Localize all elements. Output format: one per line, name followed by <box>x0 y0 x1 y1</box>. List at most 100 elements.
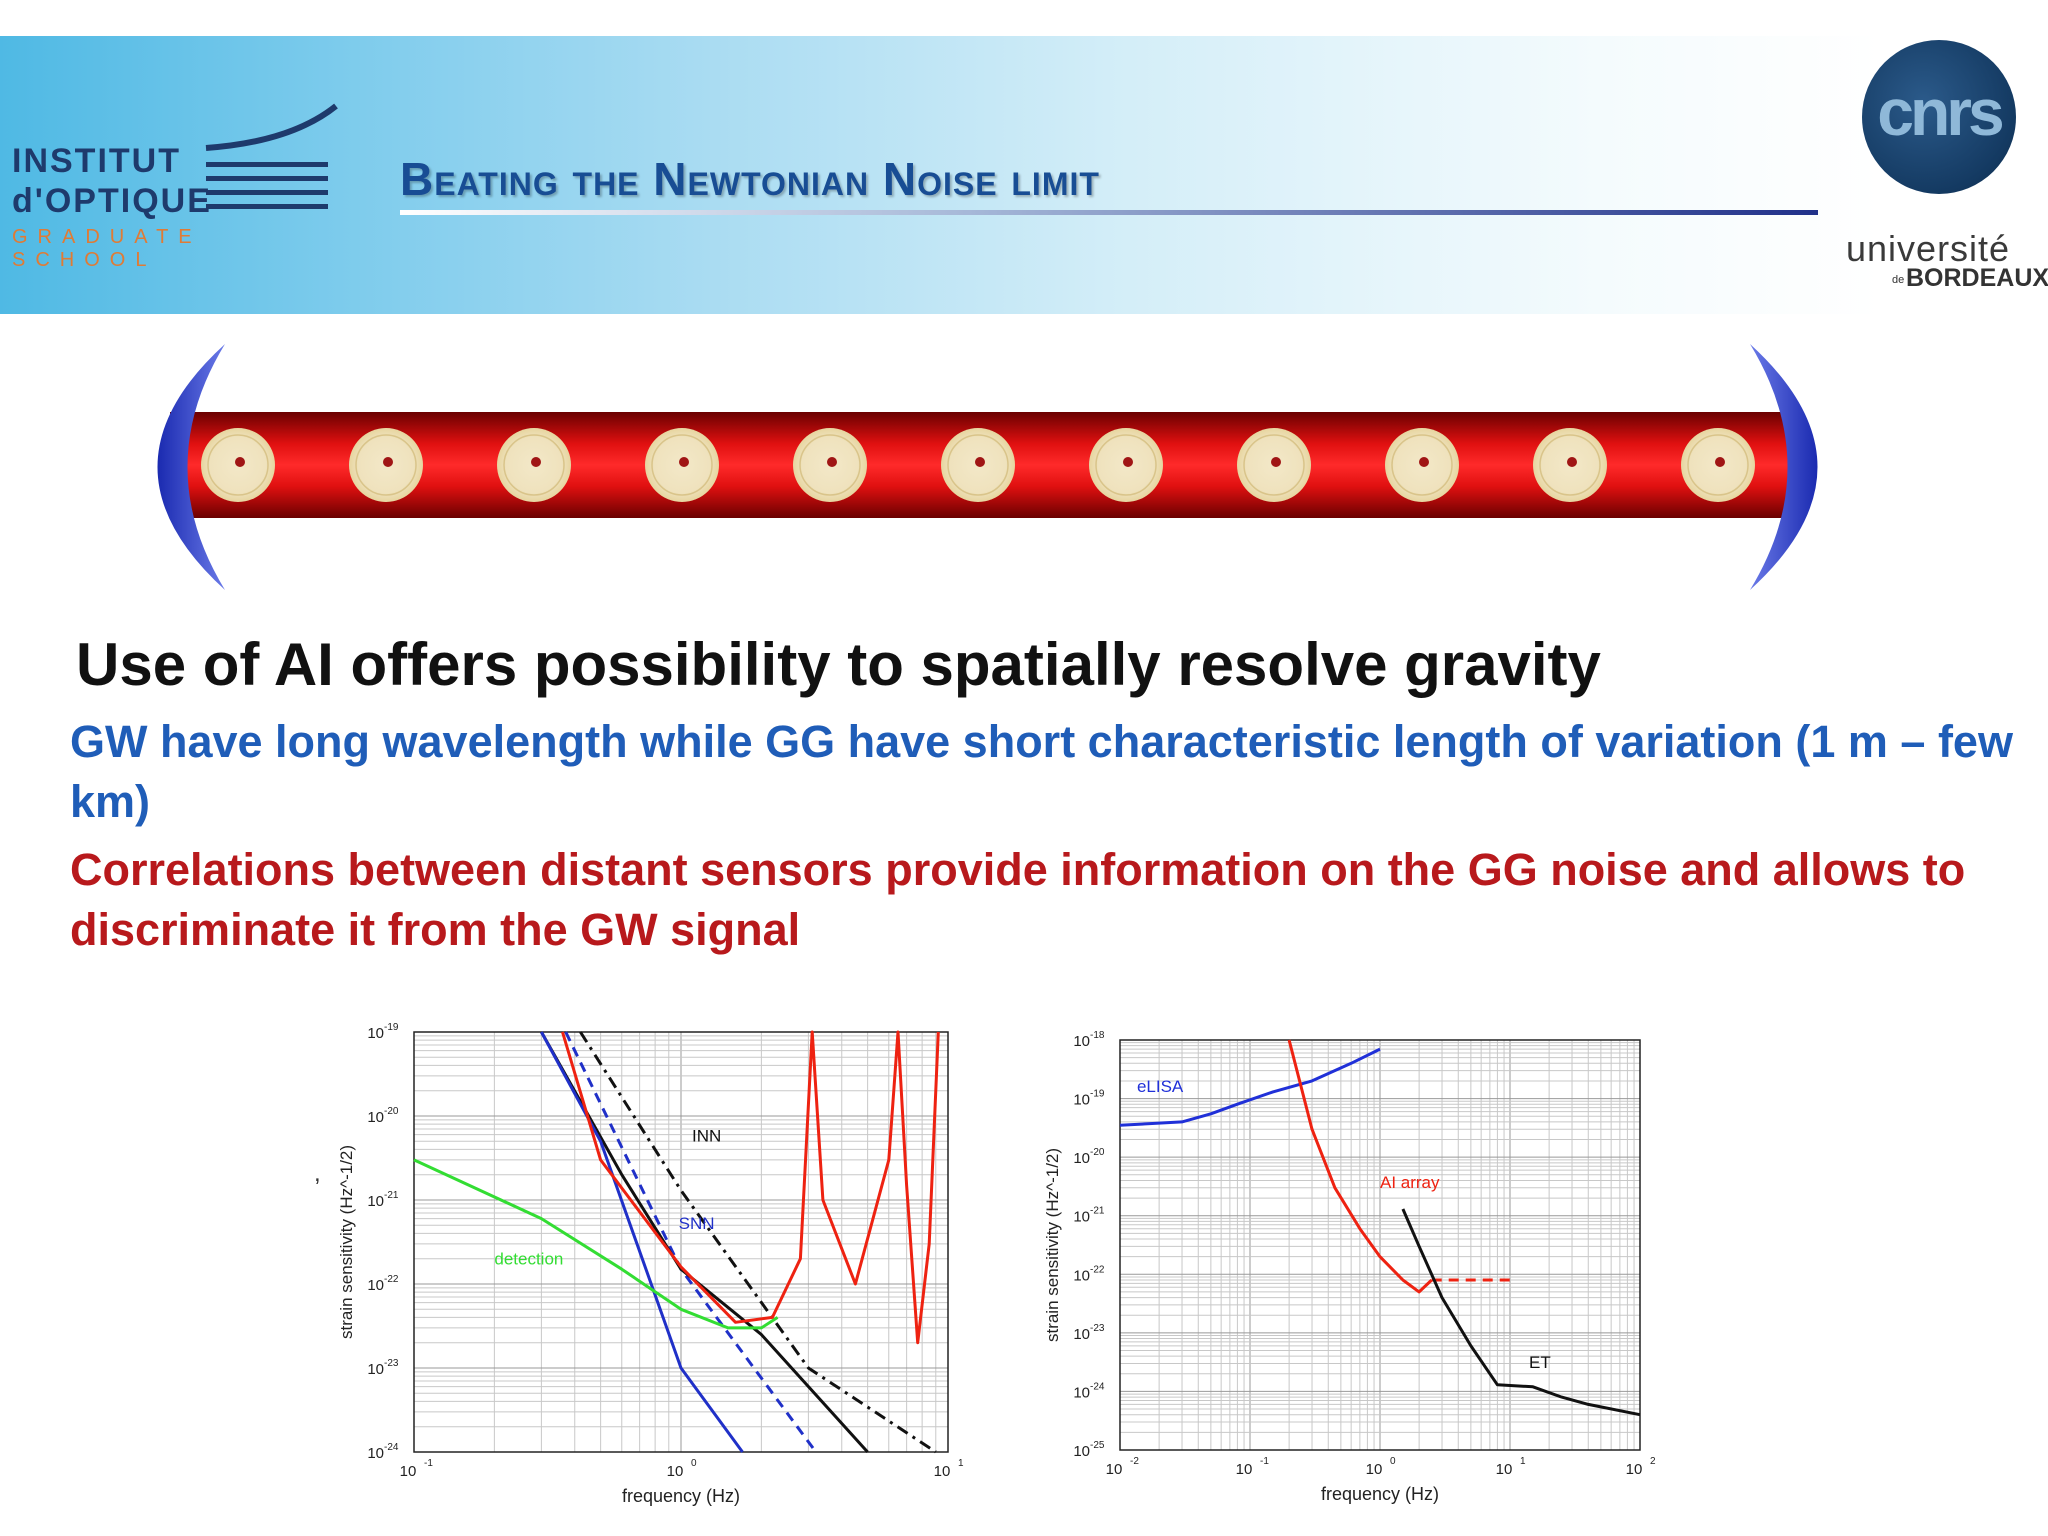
institut-logo-swoosh-icon <box>205 103 338 209</box>
y-tick-exponent: -20 <box>1090 1147 1105 1158</box>
bordeaux-text: BORDEAUX <box>1906 264 2048 292</box>
label-elisa: eLISA <box>1137 1077 1184 1096</box>
y-tick-exponent: -21 <box>384 1190 399 1201</box>
top-strip <box>0 0 2048 36</box>
x-axis-label: frequency (Hz) <box>622 1486 740 1506</box>
chart-newtonian-noise: 10 -1 10 0 10 1 10 -19 10 -20 10 -21 10 -22 10 -23 10 -24… <box>330 1020 1010 1520</box>
atom-cloud-ring <box>1391 434 1453 496</box>
title-underline <box>400 210 1818 215</box>
atom-cloud-ring <box>503 434 565 496</box>
y-tick-label: 10 <box>367 1361 384 1378</box>
institut-optique-logo: INSTITUT d'OPTIQUE GRADUATE SCHOOL <box>10 100 340 271</box>
atom-cloud-core <box>235 457 245 467</box>
x-tick-label: 10 <box>400 1463 417 1480</box>
stray-comma: , <box>314 1160 321 1187</box>
label-ai-array: AI array <box>1380 1173 1440 1192</box>
cnrs-logo-text: cnrs <box>1877 75 2004 149</box>
label-snn: SNN <box>679 1214 715 1233</box>
atom-cloud-ring <box>207 434 269 496</box>
right-mirror-icon <box>1750 344 1818 590</box>
atom-cloud-ring <box>1243 434 1305 496</box>
series-line <box>561 1030 940 1345</box>
atom-cloud-core <box>1271 457 1281 467</box>
x-tick-exponent: 1 <box>1520 1456 1526 1467</box>
bullet-correlations: Correlations between distant sensors pro… <box>70 844 1966 955</box>
y-tick-exponent: -21 <box>1090 1206 1105 1217</box>
y-axis-label: strain sensitivity (Hz^-1/2) <box>337 1145 356 1339</box>
x-tick-exponent: 0 <box>1390 1456 1396 1467</box>
y-tick-exponent: -20 <box>384 1106 399 1117</box>
y-tick-exponent: -19 <box>384 1022 399 1033</box>
atom-cloud-core <box>1715 457 1725 467</box>
header-banner <box>0 36 1880 314</box>
atom-cloud-ring <box>1095 434 1157 496</box>
y-axis-label: strain sensitivity (Hz^-1/2) <box>1043 1148 1062 1342</box>
x-tick-label: 10 <box>1626 1461 1643 1478</box>
x-tick-exponent: -2 <box>1130 1456 1139 1467</box>
atom-cloud-ring <box>355 434 417 496</box>
y-tick-label: 10 <box>367 1025 384 1042</box>
x-tick-exponent: 0 <box>691 1458 697 1469</box>
y-tick-label: 10 <box>1073 1033 1090 1050</box>
x-tick-label: 10 <box>1366 1461 1383 1478</box>
series-line <box>540 1031 744 1453</box>
plot-frame <box>1119 1039 1641 1451</box>
y-tick-exponent: -23 <box>384 1358 399 1369</box>
y-tick-label: 10 <box>1073 1150 1090 1167</box>
y-tick-exponent: -22 <box>1090 1264 1105 1275</box>
slide-title: Beating the Newtonian Noise limit <box>400 153 1100 205</box>
y-tick-label: 10 <box>367 1277 384 1294</box>
y-tick-label: 10 <box>1073 1092 1090 1109</box>
x-axis-label: frequency (Hz) <box>1321 1484 1439 1504</box>
y-tick-exponent: -25 <box>1090 1440 1105 1451</box>
atom-cloud-core <box>1419 457 1429 467</box>
y-tick-label: 10 <box>367 1193 384 1210</box>
y-tick-exponent: -23 <box>1090 1323 1105 1334</box>
x-tick-exponent: -1 <box>424 1458 433 1469</box>
atom-cloud-core <box>531 457 541 467</box>
x-tick-exponent: 1 <box>958 1458 964 1469</box>
bullet-gw-wavelength: GW have long wavelength while GG have sh… <box>70 716 2013 827</box>
logo-text-line3: GRADUATE SCHOOL <box>12 226 202 271</box>
atom-cloud-core <box>1567 457 1577 467</box>
atom-cloud-ring <box>799 434 861 496</box>
x-tick-label: 10 <box>1236 1461 1253 1478</box>
series-line-elisa <box>1119 1047 1381 1127</box>
atom-cloud-core <box>383 457 393 467</box>
y-tick-exponent: -19 <box>1090 1089 1105 1100</box>
atom-cloud-core <box>827 457 837 467</box>
left-mirror-icon <box>157 344 225 590</box>
x-tick-exponent: -1 <box>1260 1456 1269 1467</box>
x-tick-exponent: 2 <box>1650 1456 1656 1467</box>
atom-cloud-core <box>679 457 689 467</box>
y-tick-exponent: -24 <box>384 1442 399 1453</box>
logo-text-line1: INSTITUT <box>12 142 181 180</box>
y-tick-label: 10 <box>367 1445 384 1462</box>
y-tick-label: 10 <box>1073 1209 1090 1226</box>
atom-cloud-ring <box>1687 434 1749 496</box>
label-inn: INN <box>692 1126 721 1145</box>
x-tick-label: 10 <box>667 1463 684 1480</box>
y-tick-label: 10 <box>1073 1267 1090 1284</box>
plot-frame <box>413 1031 949 1453</box>
universite-de-text: de <box>1892 274 1905 286</box>
x-tick-label: 10 <box>1496 1461 1513 1478</box>
atom-cloud-core <box>1123 457 1133 467</box>
label-detection: detection <box>494 1250 563 1269</box>
y-tick-exponent: -22 <box>384 1274 399 1285</box>
main-heading: Use of AI offers possibility to spatiall… <box>76 631 1601 698</box>
atom-clouds <box>201 428 1755 502</box>
series-line-detection <box>413 1158 779 1330</box>
y-tick-exponent: -18 <box>1090 1030 1105 1041</box>
atom-cloud-ring <box>1539 434 1601 496</box>
x-tick-label: 10 <box>1106 1461 1123 1478</box>
optical-cavity-illustration <box>157 344 1818 590</box>
atom-cloud-core <box>975 457 985 467</box>
y-tick-label: 10 <box>1073 1384 1090 1401</box>
label-et: ET <box>1529 1353 1551 1372</box>
logo-text-line2: d'OPTIQUE <box>12 182 212 220</box>
y-tick-label: 10 <box>367 1109 384 1126</box>
atom-cloud-ring <box>947 434 1009 496</box>
